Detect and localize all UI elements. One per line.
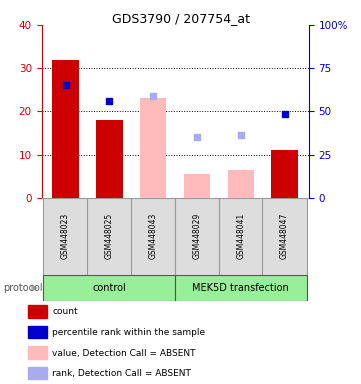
Bar	[43, 198, 88, 275]
Point	[238, 132, 244, 138]
Point	[282, 111, 287, 117]
Text: GSM448029: GSM448029	[192, 213, 201, 259]
Bar	[96, 120, 122, 198]
Bar	[52, 60, 79, 198]
Bar	[29, 346, 47, 359]
Bar	[29, 326, 47, 338]
Text: GSM448047: GSM448047	[280, 213, 289, 259]
Bar	[184, 174, 210, 198]
Text: rank, Detection Call = ABSENT: rank, Detection Call = ABSENT	[52, 369, 191, 378]
Bar	[131, 198, 175, 275]
Text: percentile rank within the sample: percentile rank within the sample	[52, 328, 205, 337]
Text: MEK5D transfection: MEK5D transfection	[192, 283, 289, 293]
Text: control: control	[92, 283, 126, 293]
Text: protocol: protocol	[4, 283, 43, 293]
Bar	[262, 198, 307, 275]
Text: GSM448043: GSM448043	[149, 213, 158, 259]
Bar	[140, 98, 166, 198]
Text: GSM448025: GSM448025	[105, 213, 114, 259]
Text: count: count	[52, 307, 78, 316]
Bar	[175, 198, 219, 275]
Point	[106, 98, 112, 104]
Point	[63, 83, 69, 89]
Text: value, Detection Call = ABSENT: value, Detection Call = ABSENT	[52, 349, 196, 358]
Point	[194, 134, 200, 140]
Bar	[29, 367, 47, 379]
Bar	[29, 305, 47, 318]
Point	[150, 93, 156, 99]
Bar	[271, 150, 298, 198]
Text: GDS3790 / 207754_at: GDS3790 / 207754_at	[112, 12, 249, 25]
Bar	[43, 275, 175, 301]
Text: GSM448023: GSM448023	[61, 213, 70, 259]
Bar	[228, 170, 254, 198]
Bar	[87, 198, 132, 275]
Bar	[218, 198, 263, 275]
Text: GSM448041: GSM448041	[236, 213, 245, 259]
Bar	[175, 275, 307, 301]
